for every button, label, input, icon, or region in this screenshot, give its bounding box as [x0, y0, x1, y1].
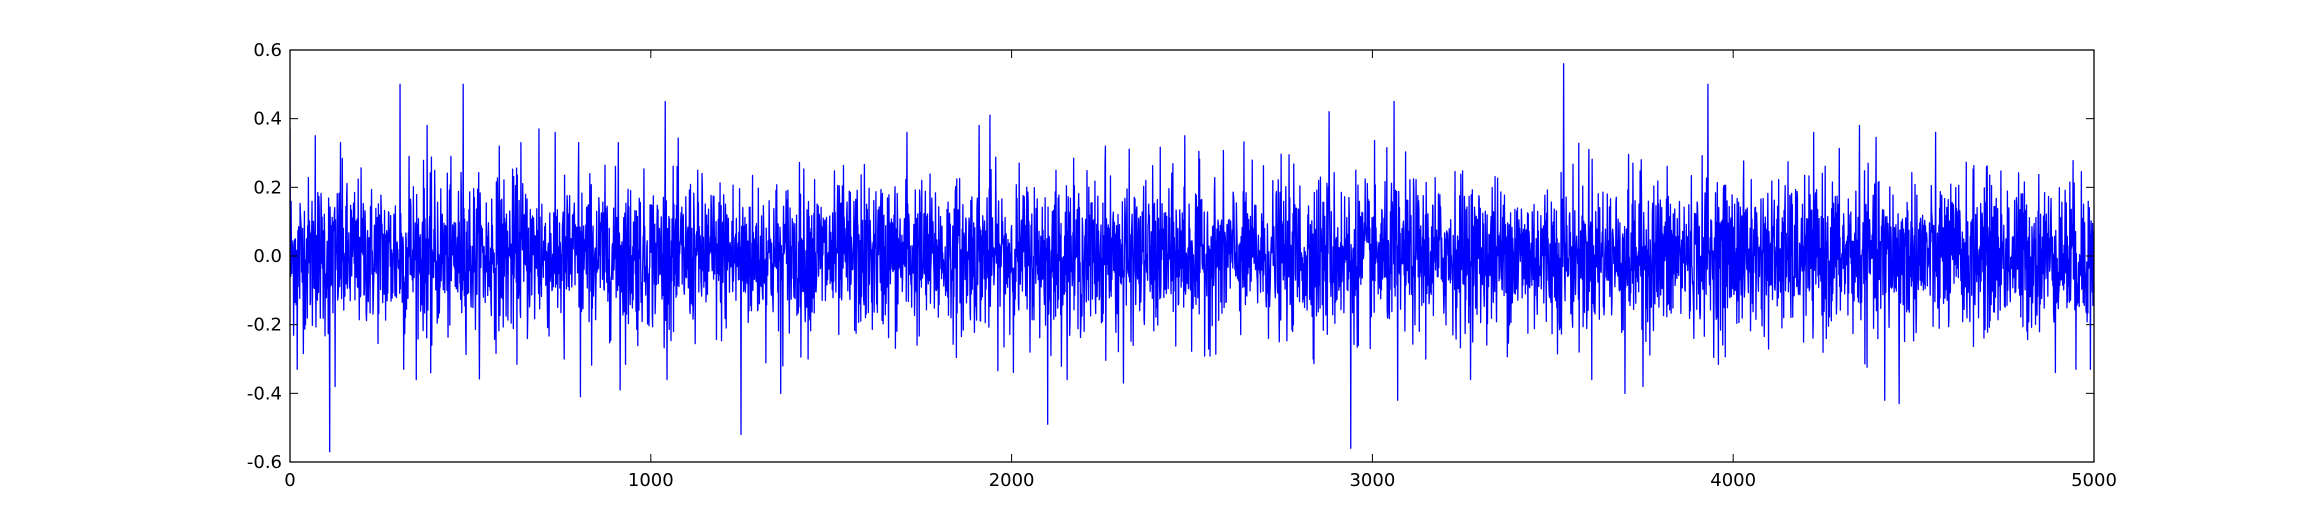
y-tick-label: -0.6: [247, 452, 282, 473]
y-tick-label: 0.6: [253, 40, 282, 61]
y-tick-label: 0.0: [253, 246, 282, 267]
x-tick-label: 5000: [2071, 470, 2117, 491]
x-tick-label: 4000: [1710, 470, 1756, 491]
x-tick-label: 0: [284, 470, 295, 491]
y-tick-label: 0.4: [253, 109, 282, 130]
y-axis: -0.6 -0.4 -0.2 0.0 0.2 0.4 0.6: [247, 40, 2094, 473]
x-tick-label: 3000: [1349, 470, 1395, 491]
x-tick-label: 2000: [989, 470, 1035, 491]
y-tick-label: -0.2: [247, 315, 282, 336]
x-tick-label: 1000: [628, 470, 674, 491]
series-line: [290, 63, 2094, 453]
y-tick-label: 0.2: [253, 177, 282, 198]
series-layer: [290, 63, 2094, 453]
x-axis: 0 1000 2000 3000 4000 5000: [284, 50, 2117, 491]
y-tick-label: -0.4: [247, 383, 282, 404]
